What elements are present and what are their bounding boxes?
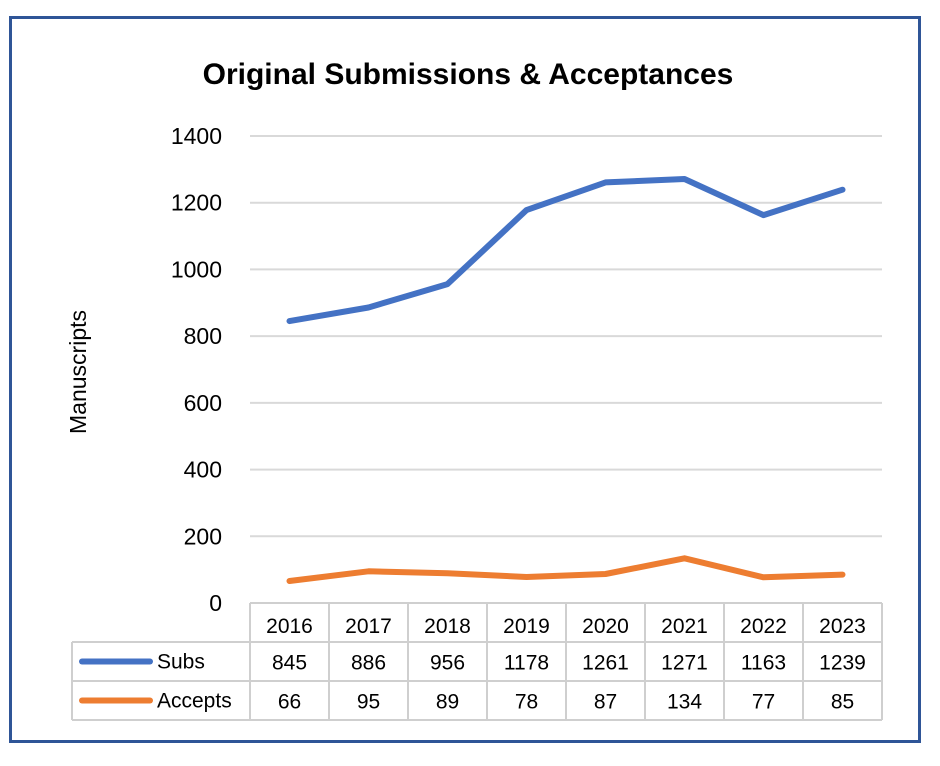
- data-table: 2016 2017 2018 2019 2020 2021 2022 2023 Subs 845 8…: [71, 602, 883, 721]
- y-tick-label: 800: [184, 323, 222, 349]
- data-label: 886: [351, 652, 386, 675]
- y-tick-label: 600: [184, 390, 222, 416]
- series-line-accepts: [286, 555, 846, 584]
- data-label: 87: [594, 691, 617, 714]
- legend-label: Accepts: [157, 690, 232, 713]
- x-category-label: 2016: [266, 615, 313, 638]
- data-label: 77: [752, 691, 775, 714]
- x-category-label: 2023: [819, 615, 866, 638]
- chart-frame: [9, 16, 921, 743]
- y-tick-label: 0: [209, 590, 222, 616]
- y-tick-label: 1400: [171, 123, 222, 149]
- x-category-label: 2017: [345, 615, 392, 638]
- gridlines: [250, 135, 882, 538]
- data-label: 95: [357, 691, 380, 714]
- data-label: 845: [272, 652, 307, 675]
- data-label: 1261: [582, 652, 629, 675]
- series-lines: [286, 176, 846, 584]
- data-label: 85: [831, 691, 854, 714]
- data-label: 66: [278, 691, 301, 714]
- data-label: 78: [515, 691, 538, 714]
- data-label: 89: [436, 691, 459, 714]
- x-category-label: 2020: [582, 615, 629, 638]
- series-line-subs: [286, 176, 846, 325]
- y-axis-label: Manuscripts: [65, 310, 91, 434]
- x-category-label: 2021: [661, 615, 708, 638]
- x-category-label: 2022: [740, 615, 787, 638]
- data-label: 1163: [741, 652, 786, 675]
- data-label: 1239: [819, 652, 866, 675]
- y-tick-label: 1200: [171, 190, 222, 216]
- y-axis-ticks: 0 200 400 600 800 1000 1200 1400: [171, 123, 222, 616]
- data-label: 1271: [661, 652, 708, 675]
- x-category-label: 2019: [503, 615, 550, 638]
- y-tick-label: 1000: [171, 256, 222, 282]
- y-tick-label: 200: [184, 523, 222, 549]
- x-category-label: 2018: [424, 615, 471, 638]
- chart-title: Original Submissions & Acceptances: [203, 58, 734, 91]
- data-label: 134: [667, 691, 702, 714]
- y-tick-label: 400: [184, 457, 222, 483]
- data-label: 956: [430, 652, 465, 675]
- legend-label: Subs: [157, 651, 205, 674]
- data-label: 1178: [504, 652, 549, 675]
